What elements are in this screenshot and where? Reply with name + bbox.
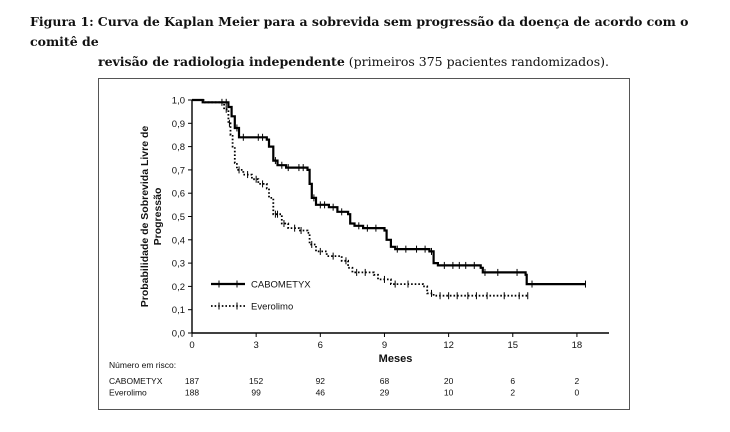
risk-value: 188 [185,388,199,398]
y-axis-title-line-2: Progressão [152,188,164,246]
x-tick-label: 12 [443,340,454,351]
risk-value: 46 [316,388,326,398]
y-axis-title-line-1: Probabilidade de Sobrevida Livre de [139,126,151,308]
x-tick-label: 15 [507,340,518,351]
chart-panel: 0,0 0,1 0,2 0,3 0,4 0,5 0,6 0,7 0,8 0,9 1,0 0 3 6 9 12 1… [98,78,630,410]
legend-label-cabometyx: CABOMETYX [251,280,311,291]
caption-label: Figura 1: [30,14,94,29]
risk-value: 68 [380,376,390,386]
risk-value: 99 [251,388,261,398]
y-tick-label: 0,6 [172,189,185,200]
risk-value: 29 [380,388,390,398]
y-tick-label: 1,0 [172,96,185,107]
x-tick-label: 9 [382,340,387,351]
risk-value: 92 [316,376,326,386]
x-tick-label: 3 [254,340,259,351]
y-tick-label: 0,8 [172,142,185,153]
caption-title-part2: revisão de radiologia independente [98,54,345,69]
y-tick-label: 0,3 [172,259,185,270]
curve-cabometyx [192,98,586,286]
kaplan-meier-chart: 0,0 0,1 0,2 0,3 0,4 0,5 0,6 0,7 0,8 0,9 1,0 0 3 6 9 12 1… [109,96,609,398]
risk-value: 2 [510,388,515,398]
x-tick-label: 18 [572,340,583,351]
figure-caption: Figura 1: Curva de Kaplan Meier para a s… [30,12,720,72]
risk-value: 187 [185,376,199,386]
risk-value: 6 [510,376,515,386]
risk-value: 10 [444,388,454,398]
caption-line-2: revisão de radiologia independente (prim… [30,52,720,72]
x-tick-label: 0 [189,340,194,351]
y-tick-label: 0,0 [172,329,185,340]
curve-everolimo [192,99,528,297]
caption-line-1: Figura 1: Curva de Kaplan Meier para a s… [30,12,720,52]
legend-label-everolimo: Everolimo [251,302,293,313]
risk-value: 0 [575,388,580,398]
y-tick-label: 0,1 [172,305,185,316]
x-tick-label: 6 [318,340,323,351]
y-tick-label: 0,5 [172,212,185,223]
x-axis-title: Meses [379,353,413,365]
caption-note: (primeiros 375 pacientes randomizados). [344,54,609,69]
risk-value: 20 [444,376,454,386]
y-tick-label: 0,7 [172,165,185,176]
risk-row-label: CABOMETYX [109,376,163,386]
y-tick-label: 0,4 [172,235,185,246]
caption-title-part1: Curva de Kaplan Meier para a sobrevida s… [30,14,689,49]
y-tick-label: 0,9 [172,119,185,130]
risk-value: 2 [575,376,580,386]
risk-row-label: Everolimo [109,388,147,398]
risk-value: 152 [249,376,263,386]
y-axis-title: Probabilidade de Sobrevida Livre deProgr… [139,126,164,308]
y-tick-label: 0,2 [172,282,185,293]
risk-table-title: Número em risco: [109,360,176,370]
